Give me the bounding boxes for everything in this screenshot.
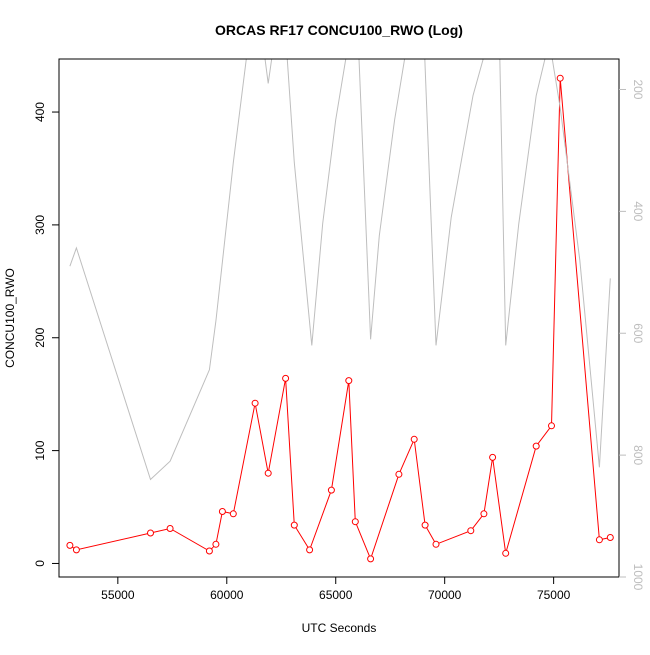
x-tick-label: 75000 (537, 588, 571, 602)
data-point (205, 547, 213, 555)
y2-tick-label: 200 (631, 79, 645, 99)
y2-tick-label: 1000 (631, 564, 645, 591)
chart-title: ORCAS RF17 CONCU100_RWO (Log) (215, 22, 463, 38)
data-point (395, 470, 403, 478)
data-layer (66, 59, 614, 563)
y2-tick-label: 800 (631, 445, 645, 465)
data-point (212, 540, 220, 548)
data-point (72, 546, 80, 554)
plot-frame (58, 58, 620, 578)
y-tick-label: 300 (33, 215, 47, 235)
y-axis-label: CONCU100_RWO (3, 268, 17, 368)
data-point (66, 541, 74, 549)
data-point (480, 510, 488, 518)
y-tick-label: 200 (33, 327, 47, 347)
data-point (351, 518, 359, 526)
data-point (548, 422, 555, 430)
y2-tick-label: 600 (631, 323, 645, 343)
data-point (290, 521, 298, 529)
y-tick-label: 100 (33, 440, 47, 460)
data-point (467, 527, 475, 535)
x-axis-label: UTC Seconds (302, 621, 377, 635)
x-tick-label: 70000 (428, 588, 462, 602)
y-tick-label: 0 (33, 560, 47, 567)
data-point (218, 508, 226, 515)
data-point (489, 453, 497, 461)
data-point (595, 536, 603, 544)
data-point (421, 521, 429, 529)
data-point (147, 529, 154, 537)
x-tick-label: 55000 (101, 588, 135, 602)
data-point (327, 486, 335, 494)
data-point (229, 510, 237, 518)
data-point (532, 442, 540, 450)
data-point (282, 374, 290, 382)
series-secondary-line (69, 59, 611, 481)
data-point (432, 540, 440, 548)
data-point (166, 525, 174, 532)
y-tick-label: 400 (33, 102, 47, 122)
data-point (606, 534, 614, 541)
y2-tick-label: 400 (631, 201, 645, 221)
data-point (264, 469, 272, 477)
x-tick-label: 60000 (210, 588, 244, 602)
data-point (410, 435, 418, 443)
data-point (502, 549, 510, 557)
data-point (345, 377, 353, 385)
data-point (306, 546, 314, 554)
data-point (556, 74, 564, 82)
data-point (251, 399, 259, 407)
data-point (367, 555, 375, 563)
x-tick-label: 65000 (319, 588, 353, 602)
